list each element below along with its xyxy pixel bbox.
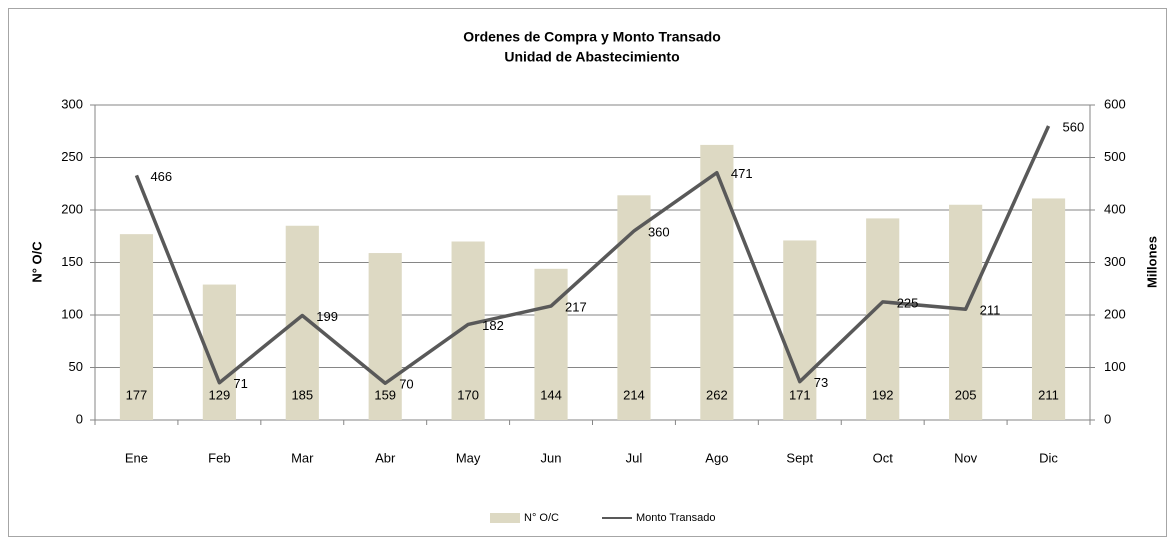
line-value-label: 70 [399, 377, 413, 392]
x-tick-label: Dic [1039, 450, 1058, 465]
x-tick-label: Oct [873, 450, 894, 465]
chart-title: Ordenes de Compra y Monto Transado [463, 29, 721, 45]
line [134, 125, 1051, 385]
x-tick-label: Feb [208, 450, 230, 465]
bar-value-label: 171 [789, 387, 811, 402]
line-value-label: 199 [316, 309, 338, 324]
y-tick-label: 100 [61, 306, 83, 321]
line-value-label: 182 [482, 318, 504, 333]
y2-tick-label: 600 [1104, 96, 1126, 111]
bar-value-label: 262 [706, 387, 728, 402]
bar-value-label: 205 [955, 387, 977, 402]
bar-value-label: 185 [291, 387, 313, 402]
legend-label: N° O/C [524, 512, 559, 524]
line-value-label: 471 [731, 166, 753, 181]
line-value-label: 211 [980, 303, 1001, 318]
y2-tick-label: 100 [1104, 359, 1126, 374]
line-value-label: 71 [233, 376, 247, 391]
x-tick-label: Jul [626, 450, 643, 465]
bar-value-label: 177 [126, 387, 148, 402]
bar-value-label: 214 [623, 387, 645, 402]
y-tick-label: 50 [69, 359, 83, 374]
x-tick-label: Ago [705, 450, 728, 465]
y-tick-label: 0 [76, 411, 83, 426]
line-value-label: 217 [565, 300, 587, 315]
line-value-label: 225 [897, 295, 919, 310]
bar [1031, 198, 1066, 420]
bar-value-label: 192 [872, 387, 894, 402]
y2-axis-title: Millones [1144, 236, 1159, 288]
bar-value-label: 211 [1038, 387, 1059, 402]
bar [866, 218, 900, 420]
y-tick-label: 250 [61, 149, 83, 164]
bar-value-label: 159 [374, 387, 396, 402]
line-value-label: 73 [814, 375, 828, 390]
x-tick-label: Sept [786, 450, 813, 465]
bar [700, 144, 734, 420]
line-value-label: 560 [1063, 119, 1085, 134]
y-axis-title: N° O/C [29, 241, 44, 283]
y2-tick-label: 400 [1104, 201, 1126, 216]
chart-subtitle: Unidad de Abastecimiento [504, 49, 679, 65]
line-value-label: 360 [648, 224, 670, 239]
bar [949, 204, 983, 420]
x-tick-label: May [456, 450, 481, 465]
line-value-label: 466 [150, 169, 172, 184]
y2-tick-label: 0 [1104, 411, 1111, 426]
bar-value-label: 144 [540, 387, 562, 402]
y-tick-label: 150 [61, 254, 83, 269]
legend-label: Monto Transado [636, 512, 716, 524]
legend-swatch [490, 513, 520, 523]
bar [368, 253, 402, 420]
bar-value-label: 129 [209, 387, 231, 402]
bar [783, 240, 817, 420]
y-tick-label: 200 [61, 201, 83, 216]
y2-tick-label: 500 [1104, 149, 1126, 164]
x-tick-label: Jun [541, 450, 562, 465]
y2-tick-label: 300 [1104, 254, 1126, 269]
x-tick-label: Ene [125, 450, 148, 465]
x-tick-label: Mar [291, 450, 314, 465]
y2-tick-label: 200 [1104, 306, 1126, 321]
x-tick-label: Abr [375, 450, 396, 465]
x-tick-label: Nov [954, 450, 978, 465]
y-tick-label: 300 [61, 96, 83, 111]
bar [119, 234, 154, 420]
bar-value-label: 170 [457, 387, 479, 402]
